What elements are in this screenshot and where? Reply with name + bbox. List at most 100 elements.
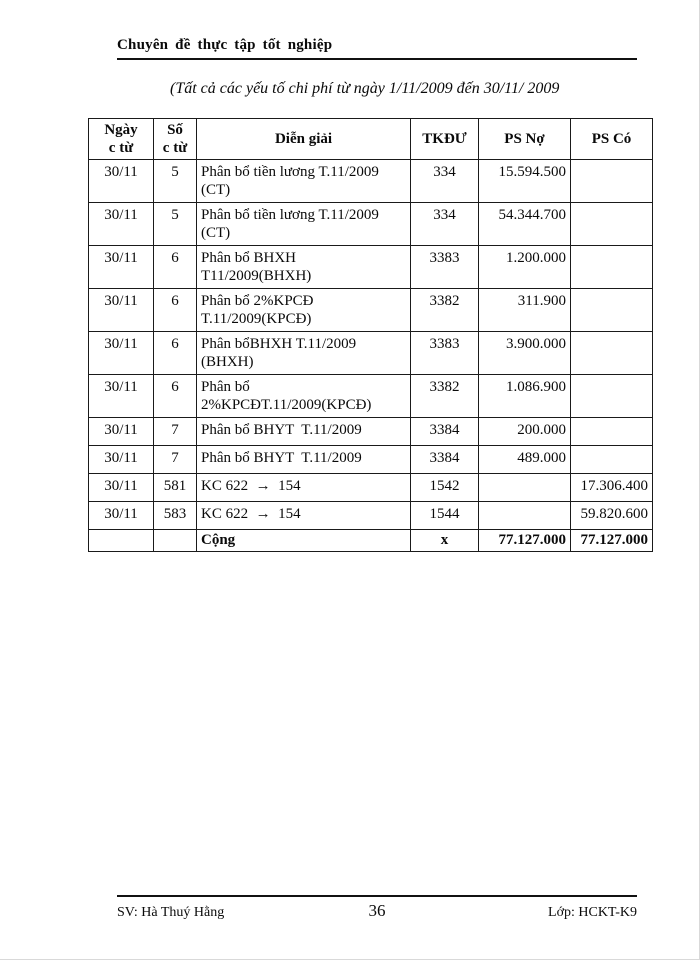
- cell-number: 7: [153, 417, 197, 446]
- column-header-account: TKĐƯ: [410, 118, 479, 160]
- report-subtitle: (Tất cả các yếu tố chi phí từ ngày 1/11/…: [170, 80, 560, 97]
- total-number-cell: [153, 529, 197, 552]
- column-header-date: Ngày c từ: [88, 118, 154, 160]
- cell-credit: [570, 202, 653, 246]
- cell-debit: 54.344.700: [478, 202, 571, 246]
- cell-debit: 489.000: [478, 445, 571, 474]
- cell-date: 30/11: [88, 417, 154, 446]
- cell-number: 5: [153, 159, 197, 203]
- cell-credit: [570, 159, 653, 203]
- cell-date: 30/11: [88, 374, 154, 418]
- table-row: 30/11 6 Phân bổ BHXH T11/2009(BHXH) 3383…: [88, 245, 653, 289]
- cell-date: 30/11: [88, 331, 154, 375]
- cell-date: 30/11: [88, 202, 154, 246]
- cell-number: 6: [153, 288, 197, 332]
- cell-debit: 1.086.900: [478, 374, 571, 418]
- cell-credit: [570, 331, 653, 375]
- footer-class: Lớp: HCKT-K9: [548, 905, 637, 920]
- cell-credit: [570, 417, 653, 446]
- table-body: 30/11 5 Phân bổ tiền lương T.11/2009 (CT…: [88, 159, 653, 530]
- cell-account: 3382: [410, 288, 479, 332]
- cell-account: 3382: [410, 374, 479, 418]
- cell-account: 3384: [410, 417, 479, 446]
- cell-number: 581: [153, 473, 197, 502]
- table-row: 30/11 6 Phân bổBHXH T.11/2009 (BHXH) 338…: [88, 331, 653, 375]
- column-header-number-line1: Số: [167, 122, 183, 138]
- cell-date: 30/11: [88, 288, 154, 332]
- total-label-cell: Cộng: [196, 529, 411, 552]
- table-row: 30/11 5 Phân bổ tiền lương T.11/2009 (CT…: [88, 202, 653, 246]
- expense-ledger-table: Ngày c từ Số c từ Diễn giải TKĐƯ PS Nợ P…: [88, 118, 653, 552]
- column-header-date-line2: c từ: [108, 140, 134, 156]
- table-row: 30/11 6 Phân bổ 2%KPCĐ T.11/2009(KPCĐ) 3…: [88, 288, 653, 332]
- document-footer: SV: Hà Thuý Hằng 36 Lớp: HCKT-K9: [117, 895, 637, 921]
- cell-description: KC 622 → 154: [196, 473, 411, 502]
- cell-debit: 311.900: [478, 288, 571, 332]
- cell-debit: [478, 501, 571, 530]
- cell-description: Phân bổ tiền lương T.11/2009 (CT): [196, 202, 411, 246]
- column-header-description: Diễn giải: [196, 118, 411, 160]
- cell-number: 5: [153, 202, 197, 246]
- table-row: 30/11 583 KC 622 → 154 1544 59.820.600: [88, 501, 653, 530]
- cell-date: 30/11: [88, 445, 154, 474]
- cell-date: 30/11: [88, 501, 154, 530]
- page-title: Chuyên đề thực tập tốt nghiệp: [117, 37, 333, 53]
- cell-debit: 15.594.500: [478, 159, 571, 203]
- cell-date: 30/11: [88, 473, 154, 502]
- total-credit-cell: 77.127.000: [570, 529, 653, 552]
- total-debit-cell: 77.127.000: [478, 529, 571, 552]
- total-account-cell: x: [410, 529, 479, 552]
- cell-debit: 1.200.000: [478, 245, 571, 289]
- cell-credit: [570, 374, 653, 418]
- cell-account: 1544: [410, 501, 479, 530]
- cell-description: KC 622 → 154: [196, 501, 411, 530]
- cell-description: Phân bổ BHYT T.11/2009: [196, 445, 411, 474]
- table-row: 30/11 6 Phân bổ 2%KPCĐT.11/2009(KPCĐ) 33…: [88, 374, 653, 418]
- cell-account: 334: [410, 159, 479, 203]
- cell-account: 3384: [410, 445, 479, 474]
- cell-description: Phân bổ 2%KPCĐ T.11/2009(KPCĐ): [196, 288, 411, 332]
- cell-credit: [570, 245, 653, 289]
- cell-account: 334: [410, 202, 479, 246]
- table-footer: Cộng x 77.127.000 77.127.000: [88, 529, 653, 552]
- cell-debit: 200.000: [478, 417, 571, 446]
- cell-description: Phân bổ BHXH T11/2009(BHXH): [196, 245, 411, 289]
- cell-debit: [478, 473, 571, 502]
- cell-credit: [570, 445, 653, 474]
- table-row: 30/11 7 Phân bổ BHYT T.11/2009 3384 489.…: [88, 445, 653, 474]
- total-row: Cộng x 77.127.000 77.127.000: [88, 529, 653, 552]
- column-header-credit: PS Có: [570, 118, 653, 160]
- table-row: 30/11 5 Phân bổ tiền lương T.11/2009 (CT…: [88, 159, 653, 203]
- cell-description: Phân bổ 2%KPCĐT.11/2009(KPCĐ): [196, 374, 411, 418]
- cell-account: 3383: [410, 331, 479, 375]
- footer-student-name: SV: Hà Thuý Hằng: [117, 905, 225, 920]
- cell-description: Phân bổBHXH T.11/2009 (BHXH): [196, 331, 411, 375]
- column-header-number-line2: c từ: [162, 140, 188, 156]
- cell-description: Phân bổ BHYT T.11/2009: [196, 417, 411, 446]
- table-row: 30/11 7 Phân bổ BHYT T.11/2009 3384 200.…: [88, 417, 653, 446]
- document-header: Chuyên đề thực tập tốt nghiệp: [117, 36, 637, 60]
- cell-number: 6: [153, 331, 197, 375]
- table-header: Ngày c từ Số c từ Diễn giải TKĐƯ PS Nợ P…: [88, 118, 653, 160]
- cell-date: 30/11: [88, 245, 154, 289]
- cell-account: 1542: [410, 473, 479, 502]
- cell-number: 6: [153, 245, 197, 289]
- cell-credit: 17.306.400: [570, 473, 653, 502]
- cell-number: 7: [153, 445, 197, 474]
- page-number: 36: [368, 901, 386, 920]
- cell-number: 6: [153, 374, 197, 418]
- header-row: Ngày c từ Số c từ Diễn giải TKĐƯ PS Nợ P…: [88, 118, 653, 160]
- cell-account: 3383: [410, 245, 479, 289]
- cell-debit: 3.900.000: [478, 331, 571, 375]
- total-date-cell: [88, 529, 154, 552]
- cell-date: 30/11: [88, 159, 154, 203]
- column-header-number: Số c từ: [153, 118, 197, 160]
- table-row: 30/11 581 KC 622 → 154 1542 17.306.400: [88, 473, 653, 502]
- column-header-debit: PS Nợ: [478, 118, 571, 160]
- column-header-date-line1: Ngày: [104, 122, 138, 138]
- cell-credit: [570, 288, 653, 332]
- cell-credit: 59.820.600: [570, 501, 653, 530]
- cell-number: 583: [153, 501, 197, 530]
- cell-description: Phân bổ tiền lương T.11/2009 (CT): [196, 159, 411, 203]
